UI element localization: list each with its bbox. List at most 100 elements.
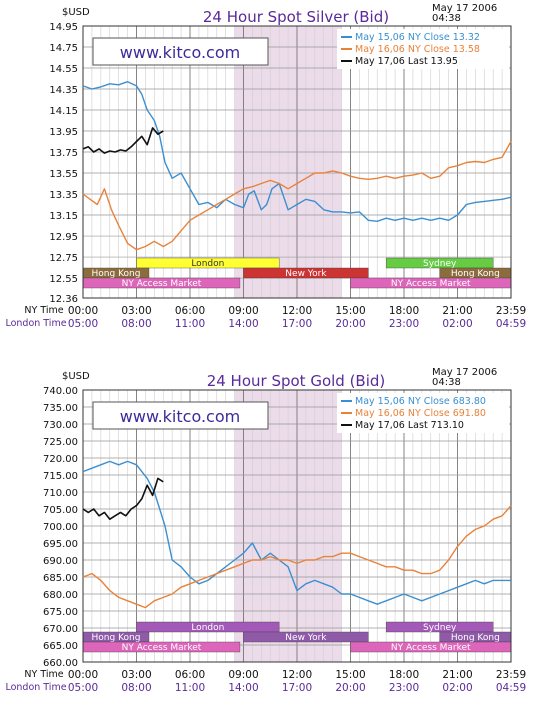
x-axis-label-ny: NY Time [24, 305, 63, 316]
x-tick-label-london: 04:59 [496, 318, 526, 330]
session-bar [136, 257, 280, 269]
y-tick-label: 13.95 [49, 127, 78, 138]
x-tick-label-ny: 03:00 [121, 305, 151, 317]
x-tick-label-london: 14:00 [228, 318, 258, 330]
y-tick-label: 660.00 [43, 658, 78, 669]
x-tick-label-london: 17:00 [282, 318, 312, 330]
y-axis-label: $USD [62, 371, 90, 382]
watermark-box [92, 401, 269, 430]
plot-border [82, 25, 512, 299]
x-axis-label-london: London Time [5, 318, 66, 329]
x-tick-label-london: 23:00 [389, 318, 419, 330]
x-axis-label-ny: NY Time [24, 669, 63, 680]
x-tick-label-london: 05:00 [68, 682, 98, 694]
session-label: Hong Kong [451, 269, 500, 279]
y-tick-label: 735.00 [43, 403, 78, 414]
session-label: Sydney [423, 623, 457, 633]
session-label: New York [285, 633, 327, 643]
y-tick-label: 14.35 [49, 85, 78, 96]
legend-box [337, 29, 509, 69]
x-axis-label-london: London Time [5, 682, 66, 693]
x-tick-label-ny: 03:00 [121, 669, 151, 681]
session-label: NY Access Market [122, 279, 202, 289]
session-label: London [191, 259, 224, 269]
x-tick-label-ny: 00:00 [68, 305, 98, 317]
y-tick-label: 12.55 [49, 274, 78, 285]
plot-border [82, 389, 512, 663]
y-tick-label: 740.00 [43, 386, 78, 397]
chart-title: 24 Hour Spot Gold (Bid) [207, 372, 386, 390]
y-tick-label: 12.95 [49, 232, 78, 243]
session-label: NY Access Market [122, 643, 202, 653]
silver-chart: 24 Hour Spot Silver (Bid) May 17 200604:3… [5, 3, 526, 330]
session-label: NY Access Market [391, 279, 471, 289]
x-tick-label-london: 20:00 [335, 682, 365, 694]
session-bar [136, 621, 280, 633]
x-tick-label-london: 11:00 [175, 682, 205, 694]
y-tick-label: 680.00 [43, 590, 78, 601]
x-tick-label-ny: 21:00 [442, 305, 472, 317]
y-tick-label: 14.95 [49, 22, 78, 33]
legend-entry: May 16,06 NY Close 13.58 [355, 44, 480, 55]
x-tick-label-london: 02:00 [442, 318, 472, 330]
y-tick-label: 725.00 [43, 437, 78, 448]
x-tick-label-london: 08:00 [121, 682, 151, 694]
legend-entry: May 15,06 NY Close 683.80 [355, 396, 486, 407]
x-tick-label-ny: 18:00 [389, 305, 419, 317]
series-line [82, 141, 512, 251]
y-tick-label: 675.00 [43, 607, 78, 618]
x-tick-label-london: 11:00 [175, 318, 205, 330]
y-tick-label: 13.15 [49, 211, 78, 222]
y-tick-label: 710.00 [43, 488, 78, 499]
y-tick-label: 690.00 [43, 556, 78, 567]
x-tick-label-ny: 00:00 [68, 669, 98, 681]
session-label: NY Access Market [391, 643, 471, 653]
y-tick-label: 13.35 [49, 190, 78, 201]
x-tick-label-ny: 12:00 [282, 669, 312, 681]
x-tick-label-ny: 09:00 [228, 669, 258, 681]
watermark-box [92, 37, 269, 66]
y-axis-label: $USD [62, 7, 90, 18]
x-tick-label-ny: 23:59 [496, 669, 526, 681]
session-label: Hong Kong [451, 633, 500, 643]
y-tick-label: 730.00 [43, 420, 78, 431]
x-tick-label-ny: 06:00 [175, 669, 205, 681]
series-line [82, 127, 164, 154]
x-tick-label-ny: 09:00 [228, 305, 258, 317]
session-label: New York [285, 269, 327, 279]
x-tick-label-london: 08:00 [121, 318, 151, 330]
x-tick-label-london: 05:00 [68, 318, 98, 330]
session-bar [243, 631, 369, 643]
session-label: London [191, 623, 224, 633]
x-tick-label-ny: 21:00 [442, 669, 472, 681]
legend-entry: May 16,06 NY Close 691.80 [355, 408, 486, 419]
y-tick-label: 670.00 [43, 624, 78, 635]
x-tick-label-london: 14:00 [228, 682, 258, 694]
y-tick-label: 715.00 [43, 471, 78, 482]
chart-title: 24 Hour Spot Silver (Bid) [203, 8, 389, 26]
series-line [82, 477, 164, 520]
y-tick-label: 14.15 [49, 106, 78, 117]
x-tick-label-london: 20:00 [335, 318, 365, 330]
y-tick-label: 13.55 [49, 169, 78, 180]
y-tick-label: 12.36 [49, 294, 78, 305]
y-tick-label: 685.00 [43, 573, 78, 584]
date-stamp: May 17 2006 [432, 3, 497, 14]
x-tick-label-ny: 15:00 [335, 669, 365, 681]
x-tick-label-ny: 23:59 [496, 305, 526, 317]
time-stamp: 04:38 [432, 377, 461, 388]
x-tick-label-ny: 06:00 [175, 305, 205, 317]
x-tick-label-ny: 18:00 [389, 669, 419, 681]
y-tick-label: 700.00 [43, 522, 78, 533]
y-tick-label: 12.75 [49, 253, 78, 264]
series-line [82, 460, 511, 605]
legend-entry: May 15,06 NY Close 13.32 [355, 32, 480, 43]
date-stamp: May 17 2006 [432, 367, 497, 378]
x-tick-label-london: 04:59 [496, 682, 526, 694]
x-tick-label-london: 23:00 [389, 682, 419, 694]
y-tick-label: 695.00 [43, 539, 78, 550]
session-bar [243, 267, 369, 279]
legend-entry: May 17,06 Last 713.10 [355, 420, 464, 431]
